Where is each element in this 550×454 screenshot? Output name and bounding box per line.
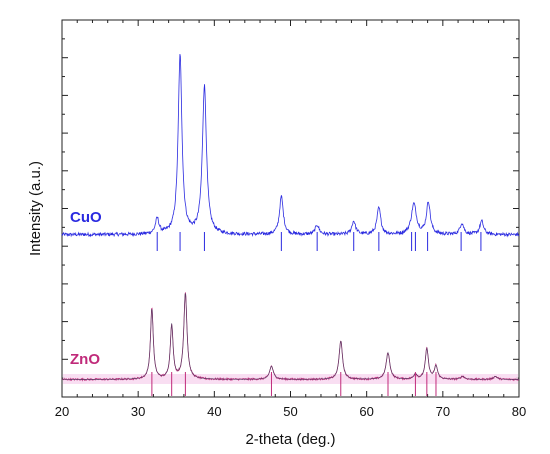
series-cuo [61, 54, 520, 251]
series-zno [61, 292, 520, 396]
plot-area: 20 30 40 50 60 70 80 [55, 19, 526, 419]
x-tick-label: 70 [436, 404, 450, 419]
x-tick-label: 50 [283, 404, 297, 419]
x-tick-label: 30 [131, 404, 145, 419]
series-layer [61, 54, 520, 396]
y-axis-title: Intensity (a.u.) [27, 161, 44, 256]
x-tick-label: 40 [207, 404, 221, 419]
fit-line-zno [61, 293, 519, 380]
series-label-cuo: CuO [70, 209, 102, 226]
plot-frame [61, 19, 520, 398]
x-axis-title: 2-theta (deg.) [245, 431, 335, 448]
series-line-zno [61, 292, 520, 382]
series-label-zno: ZnO [70, 351, 100, 368]
y-axis-ticks [62, 19, 519, 398]
x-tick-label: 20 [55, 404, 69, 419]
x-tick-label: 60 [359, 404, 373, 419]
x-tick-label: 80 [512, 404, 526, 419]
x-axis-ticks: 20 30 40 50 60 70 80 [55, 20, 526, 419]
series-line-cuo [61, 54, 520, 238]
